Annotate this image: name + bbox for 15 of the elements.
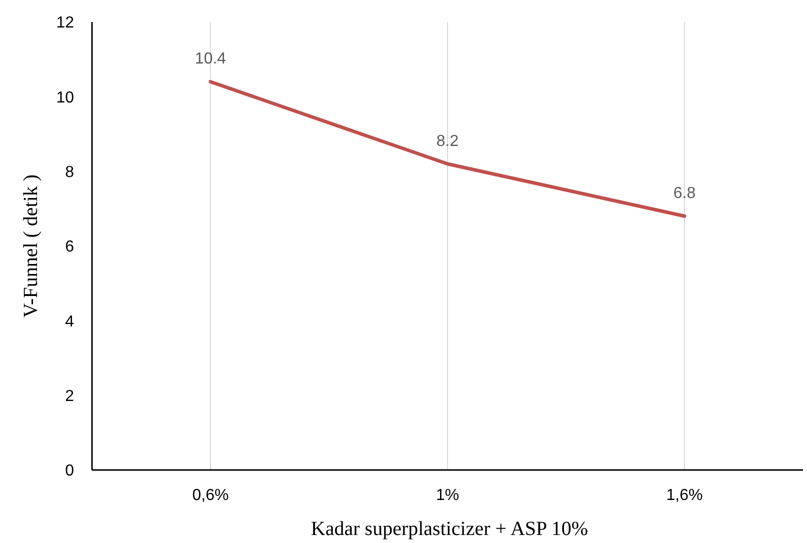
y-tick-label: 12 (56, 14, 74, 32)
data-label: 6.8 (673, 185, 696, 202)
y-tick-label: 2 (65, 388, 74, 405)
y-axis-title: V-Funnel ( detik ) (20, 174, 42, 318)
y-tick-label: 8 (65, 164, 74, 181)
x-axis-title: Kadar superplasticizer + ASP 10% (310, 518, 588, 540)
y-tick-label: 4 (65, 313, 74, 330)
y-tick-label: 0 (65, 462, 74, 480)
data-label: 10.4 (194, 50, 226, 68)
x-tick-label: 1% (436, 487, 460, 504)
y-tick-label: 10 (56, 89, 74, 106)
y-tick-label: 6 (65, 238, 74, 256)
data-label: 8.2 (436, 132, 459, 150)
x-tick-label: 1,6% (666, 487, 703, 504)
x-tick-label: 0,6% (192, 487, 229, 504)
